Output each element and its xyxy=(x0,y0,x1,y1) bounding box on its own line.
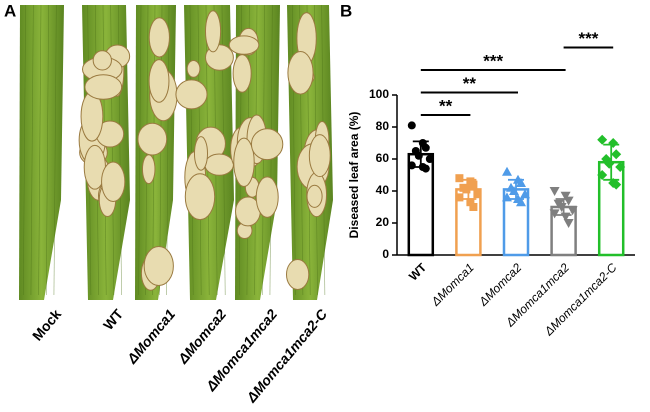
data-point xyxy=(597,134,608,145)
x-tick-label: ΔMomca1 xyxy=(428,260,477,309)
data-point xyxy=(608,138,619,148)
lesion xyxy=(233,137,255,187)
data-point xyxy=(466,198,475,207)
lesion xyxy=(143,245,174,287)
leaf-vein xyxy=(53,4,57,296)
lesion xyxy=(193,136,209,171)
y-tick-label: 20 xyxy=(376,215,390,229)
lesion xyxy=(137,122,168,156)
leaf xyxy=(135,4,178,300)
data-point xyxy=(560,191,571,201)
lesion xyxy=(92,50,112,71)
data-point xyxy=(425,155,434,163)
lesion xyxy=(204,10,222,53)
lesion xyxy=(148,59,170,103)
data-point xyxy=(549,209,560,219)
leaf xyxy=(19,4,64,300)
data-point xyxy=(469,203,478,211)
data-point xyxy=(469,180,478,189)
data-point xyxy=(421,164,430,173)
leaf-label: ΔMomca2 xyxy=(174,306,229,367)
leaf-vein xyxy=(38,4,42,296)
lesion xyxy=(148,17,170,58)
data-point xyxy=(407,121,416,130)
panel-label: B xyxy=(340,1,352,20)
data-point xyxy=(549,187,560,196)
y-tick-label: 60 xyxy=(376,151,390,165)
lesion xyxy=(306,184,323,208)
data-point xyxy=(462,185,471,194)
data-point xyxy=(455,174,464,183)
leaf xyxy=(228,4,284,300)
leaf-vein xyxy=(292,4,296,296)
lesion xyxy=(286,258,310,290)
data-point xyxy=(502,166,512,176)
y-tick-label: 40 xyxy=(376,183,390,197)
data-point xyxy=(516,178,526,187)
data-point xyxy=(611,149,622,160)
significance-label: ** xyxy=(439,96,453,115)
leaf-vein xyxy=(138,4,142,296)
data-point xyxy=(563,219,574,228)
leaf-vein xyxy=(166,4,170,296)
leaf xyxy=(78,4,131,300)
leaf-label: Mock xyxy=(29,306,64,344)
data-point xyxy=(520,189,530,199)
y-axis-label: Diseased leaf area (%) xyxy=(347,112,361,239)
data-point xyxy=(597,170,608,180)
leaf-vein xyxy=(45,4,49,296)
lesion xyxy=(184,173,216,221)
lesion xyxy=(84,74,123,100)
y-tick-label: 80 xyxy=(376,119,390,133)
leaf xyxy=(175,4,234,300)
data-point xyxy=(516,197,526,207)
lesion xyxy=(186,59,201,78)
data-point xyxy=(611,179,622,190)
panel-label: A xyxy=(4,1,16,20)
data-point xyxy=(455,193,464,202)
leaf-label: WT xyxy=(100,306,127,333)
data-point xyxy=(421,143,430,152)
data-point xyxy=(615,162,626,172)
y-tick-label: 100 xyxy=(369,87,389,101)
lesion xyxy=(308,134,331,178)
lesion xyxy=(204,153,234,176)
lesion xyxy=(228,35,260,55)
lesion xyxy=(255,176,279,218)
leaf-vein xyxy=(22,4,26,296)
data-point xyxy=(567,206,578,216)
lesion xyxy=(101,161,126,203)
significance-label: ** xyxy=(463,74,477,93)
significance-label: *** xyxy=(483,51,503,70)
lesion xyxy=(250,128,284,161)
leaf-vein xyxy=(30,4,34,296)
lesion xyxy=(232,54,252,93)
data-point xyxy=(473,190,482,199)
significance-label: *** xyxy=(578,29,598,48)
leaf-blade xyxy=(19,5,64,300)
y-tick-label: 0 xyxy=(382,247,389,261)
x-tick-label: WT xyxy=(406,260,430,284)
lesion xyxy=(287,50,314,95)
leaf-vein xyxy=(189,4,194,296)
lesion xyxy=(175,79,208,110)
x-tick-label: ΔMomca2 xyxy=(476,260,525,309)
leaf xyxy=(286,4,333,300)
leaf-label: ΔMomca1 xyxy=(123,306,178,367)
lesion xyxy=(141,154,156,185)
data-point xyxy=(407,161,416,170)
